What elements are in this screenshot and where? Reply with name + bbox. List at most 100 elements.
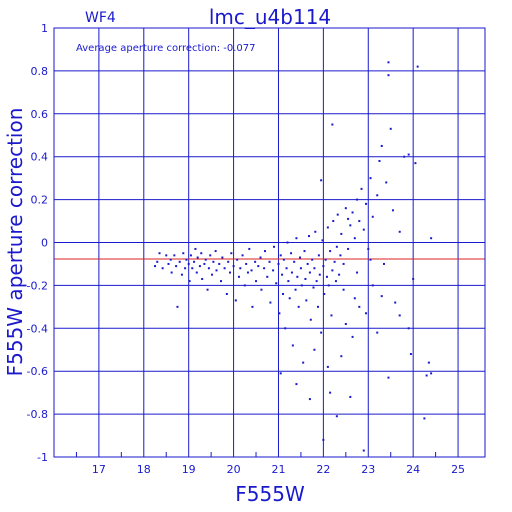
data-point <box>300 284 303 287</box>
data-point <box>362 449 365 452</box>
x-tick-label: 19 <box>182 463 196 476</box>
data-point <box>314 230 317 233</box>
chip-label: WF4 <box>85 10 116 26</box>
data-point <box>290 271 293 274</box>
data-point <box>225 292 228 295</box>
data-point <box>167 262 170 265</box>
data-point <box>326 365 329 368</box>
data-point <box>347 247 350 250</box>
data-point <box>380 295 383 298</box>
data-points <box>154 61 433 452</box>
data-point <box>344 207 347 210</box>
data-point <box>227 260 230 263</box>
data-point <box>312 286 315 289</box>
data-point <box>326 226 329 229</box>
data-point <box>295 237 298 240</box>
data-point <box>185 258 188 261</box>
data-point <box>228 271 231 274</box>
x-tick-label: 17 <box>92 463 106 476</box>
data-point <box>351 211 354 214</box>
y-tick-label: -0.8 <box>27 408 48 421</box>
data-point <box>165 254 168 257</box>
data-point <box>335 415 338 418</box>
data-point <box>290 252 293 255</box>
data-point <box>189 254 192 257</box>
data-point <box>356 271 359 274</box>
chart-title: lmc_u4b114 <box>209 5 331 29</box>
x-tick-label: 24 <box>406 463 420 476</box>
data-point <box>250 269 253 272</box>
data-point <box>207 267 210 270</box>
data-point <box>282 258 285 261</box>
data-point <box>297 305 300 308</box>
data-point <box>243 284 246 287</box>
data-point <box>382 262 385 265</box>
data-point <box>338 273 341 276</box>
y-tick-label: 0.8 <box>31 65 49 78</box>
x-tick-label: 18 <box>137 463 151 476</box>
data-point <box>221 256 224 259</box>
data-point <box>264 250 267 253</box>
data-point <box>215 269 218 272</box>
x-axis-label: F555W <box>235 482 305 506</box>
data-point <box>334 280 337 283</box>
data-point <box>398 314 401 317</box>
data-point <box>299 267 302 270</box>
data-point <box>198 265 201 268</box>
data-point <box>340 355 343 358</box>
data-point <box>376 331 379 334</box>
data-point <box>342 288 345 291</box>
y-tick-label: 0.4 <box>31 151 49 164</box>
data-point <box>389 127 392 130</box>
data-point <box>369 258 372 261</box>
data-point <box>340 232 343 235</box>
data-point <box>332 220 335 223</box>
y-tick-label: 0.6 <box>31 108 49 121</box>
data-point <box>304 277 307 280</box>
data-point <box>309 318 312 321</box>
data-point <box>188 280 191 283</box>
data-point <box>194 247 197 250</box>
data-point <box>203 262 206 265</box>
data-point <box>308 271 311 274</box>
data-point <box>269 301 272 304</box>
data-point <box>285 267 288 270</box>
data-point <box>176 305 179 308</box>
x-tick-label: 20 <box>227 463 241 476</box>
data-point <box>291 344 294 347</box>
y-tick-label: -0.6 <box>27 365 48 378</box>
data-point <box>412 277 415 280</box>
data-point <box>342 262 345 265</box>
data-point <box>279 254 282 257</box>
data-point <box>308 235 311 238</box>
y-tick-label: 1 <box>41 22 48 35</box>
data-point <box>259 256 262 259</box>
data-point <box>278 312 281 315</box>
data-point <box>391 209 394 212</box>
data-point <box>371 284 374 287</box>
data-point <box>260 288 263 291</box>
data-point <box>281 273 284 276</box>
data-point <box>239 267 242 270</box>
data-point <box>293 260 296 263</box>
data-point <box>281 292 284 295</box>
data-point <box>387 376 390 379</box>
data-point <box>318 273 321 276</box>
y-tick-label: -0.2 <box>27 279 48 292</box>
data-point <box>336 213 339 216</box>
data-point <box>387 74 390 77</box>
data-point <box>211 273 214 276</box>
data-point <box>156 260 159 263</box>
data-point <box>263 267 266 270</box>
x-tick-label: 23 <box>361 463 375 476</box>
data-point <box>230 252 233 255</box>
data-point <box>206 288 209 291</box>
data-point <box>322 265 325 268</box>
data-point <box>329 250 332 253</box>
data-point <box>187 262 190 265</box>
data-point <box>158 252 161 255</box>
x-tick-label: 22 <box>316 463 330 476</box>
data-point <box>178 260 181 263</box>
data-point <box>275 282 278 285</box>
data-point <box>214 250 217 253</box>
